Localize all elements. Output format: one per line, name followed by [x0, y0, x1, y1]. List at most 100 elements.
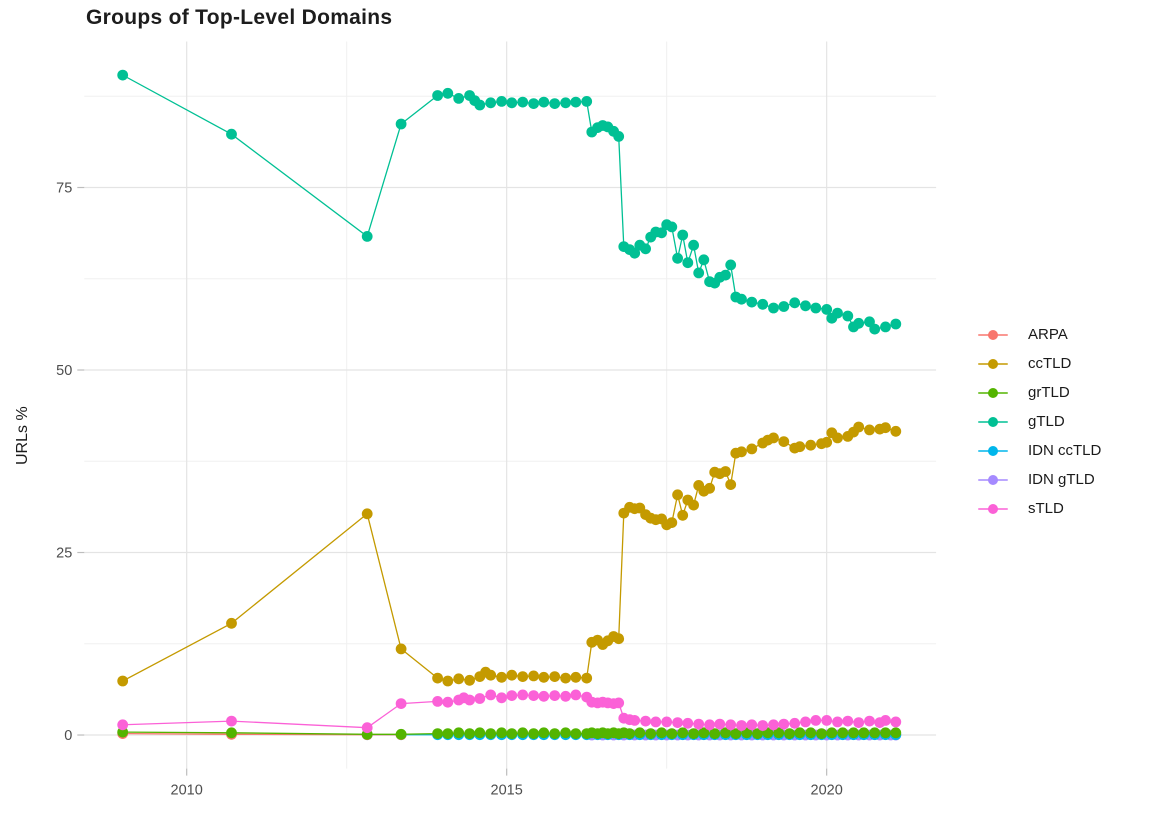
- series-point-sTLD: [432, 696, 443, 707]
- series-point-gTLD: [581, 96, 593, 107]
- series-point-sTLD: [778, 718, 790, 730]
- legend-key-swatch: [978, 327, 1008, 342]
- legend-label: ccTLD: [1028, 355, 1072, 372]
- legend: ARPA ccTLD grTLD gTLD IDN ccTLD IDN gTLD sTLD: [978, 326, 1101, 517]
- series-point-gTLD: [693, 267, 705, 279]
- series-point-gTLD: [485, 97, 497, 109]
- series-point-sTLD: [810, 715, 822, 726]
- series-point-sTLD: [549, 690, 561, 701]
- series-point-sTLD: [842, 715, 854, 727]
- series-point-grTLD: [869, 727, 881, 739]
- series-point-gTLD: [688, 239, 699, 251]
- legend-item-IDN-ccTLD: IDN ccTLD: [978, 442, 1101, 459]
- series-point-gTLD: [677, 229, 689, 241]
- series-point-sTLD: [613, 697, 625, 709]
- series-point-grTLD: [432, 728, 443, 739]
- series-point-gTLD: [506, 97, 518, 109]
- legend-label: sTLD: [1028, 500, 1064, 517]
- series-point-sTLD: [672, 717, 683, 728]
- legend-key-dot: [988, 358, 998, 369]
- series-point-ccTLD: [361, 508, 373, 520]
- chart-title: Groups of Top-Level Domains: [86, 6, 393, 29]
- series-point-grTLD: [538, 727, 550, 739]
- series-point-gTLD: [432, 90, 443, 101]
- series-point-grTLD: [634, 727, 646, 739]
- series-point-ccTLD: [464, 674, 475, 686]
- series-point-sTLD: [442, 696, 454, 708]
- y-tick-label: 50: [56, 363, 72, 379]
- x-tick-label: 2015: [491, 783, 523, 799]
- series-point-sTLD: [890, 716, 902, 728]
- series-point-ccTLD: [672, 489, 683, 501]
- series-point-gTLD: [682, 257, 694, 269]
- series-point-grTLD: [805, 727, 817, 739]
- series-point-ccTLD: [880, 422, 891, 434]
- series-point-ccTLD: [432, 672, 443, 684]
- series-point-ccTLD: [736, 446, 747, 458]
- x-tick-label: 2020: [811, 783, 843, 799]
- series-point-grTLD: [858, 727, 870, 739]
- series-point-ccTLD: [725, 479, 737, 490]
- legend-key-swatch: [978, 356, 1008, 371]
- legend-key-dot: [988, 416, 998, 427]
- series-point-sTLD: [528, 690, 539, 701]
- series-point-sTLD: [800, 716, 811, 728]
- series-point-grTLD: [752, 728, 763, 739]
- series-point-grTLD: [890, 727, 902, 739]
- series-point-sTLD: [736, 720, 747, 731]
- legend-key-swatch: [978, 472, 1008, 487]
- series-point-grTLD: [496, 727, 507, 739]
- series-point-sTLD: [789, 717, 801, 729]
- series-point-grTLD: [442, 728, 454, 739]
- series-point-grTLD: [528, 728, 539, 739]
- series-point-ccTLD: [506, 669, 518, 681]
- series-point-ccTLD: [613, 633, 625, 645]
- legend-item-gTLD: gTLD: [978, 413, 1101, 430]
- series-point-sTLD: [693, 718, 705, 730]
- series-point-grTLD: [880, 727, 891, 739]
- y-tick-label: 75: [56, 181, 72, 197]
- series-point-sTLD: [880, 715, 891, 726]
- series-point-grTLD: [485, 728, 497, 739]
- legend-label: ARPA: [1028, 326, 1068, 343]
- series-point-ccTLD: [677, 509, 689, 521]
- legend-key-dot: [988, 329, 998, 340]
- series-point-sTLD: [464, 694, 475, 706]
- series-point-grTLD: [826, 727, 838, 739]
- series-point-ccTLD: [704, 482, 715, 494]
- series-point-gTLD: [226, 128, 237, 140]
- series-point-gTLD: [757, 298, 769, 310]
- series-point-sTLD: [768, 719, 779, 731]
- legend-item-ARPA: ARPA: [978, 326, 1101, 343]
- x-tick-label: 2010: [171, 783, 203, 799]
- legend-key-dot: [988, 474, 998, 485]
- series-point-gTLD: [746, 296, 758, 308]
- series-point-grTLD: [570, 728, 582, 739]
- series-point-gTLD: [361, 231, 373, 242]
- series-point-gTLD: [800, 300, 811, 312]
- series-point-grTLD: [624, 728, 635, 739]
- series-point-gTLD: [560, 97, 571, 109]
- series-point-ccTLD: [778, 436, 790, 447]
- series-point-gTLD: [528, 98, 539, 109]
- series-point-ccTLD: [688, 499, 699, 511]
- series-point-grTLD: [645, 728, 657, 739]
- series-point-ccTLD: [581, 672, 593, 684]
- series-point-sTLD: [226, 715, 237, 727]
- series-line-gTLD: [122, 74, 896, 330]
- series-point-ccTLD: [442, 675, 454, 687]
- series-point-ccTLD: [720, 466, 731, 477]
- series-point-gTLD: [517, 96, 529, 108]
- series-point-grTLD: [560, 727, 571, 739]
- series-point-sTLD: [682, 717, 694, 729]
- series-point-gTLD: [778, 301, 790, 312]
- series-point-gTLD: [725, 259, 737, 271]
- series-point-sTLD: [117, 719, 129, 731]
- series-point-grTLD: [464, 728, 475, 739]
- series-point-grTLD: [848, 727, 859, 739]
- series-point-grTLD: [720, 727, 731, 739]
- series-point-sTLD: [496, 692, 507, 704]
- legend-key-dot: [988, 503, 998, 514]
- series-point-gTLD: [672, 252, 683, 264]
